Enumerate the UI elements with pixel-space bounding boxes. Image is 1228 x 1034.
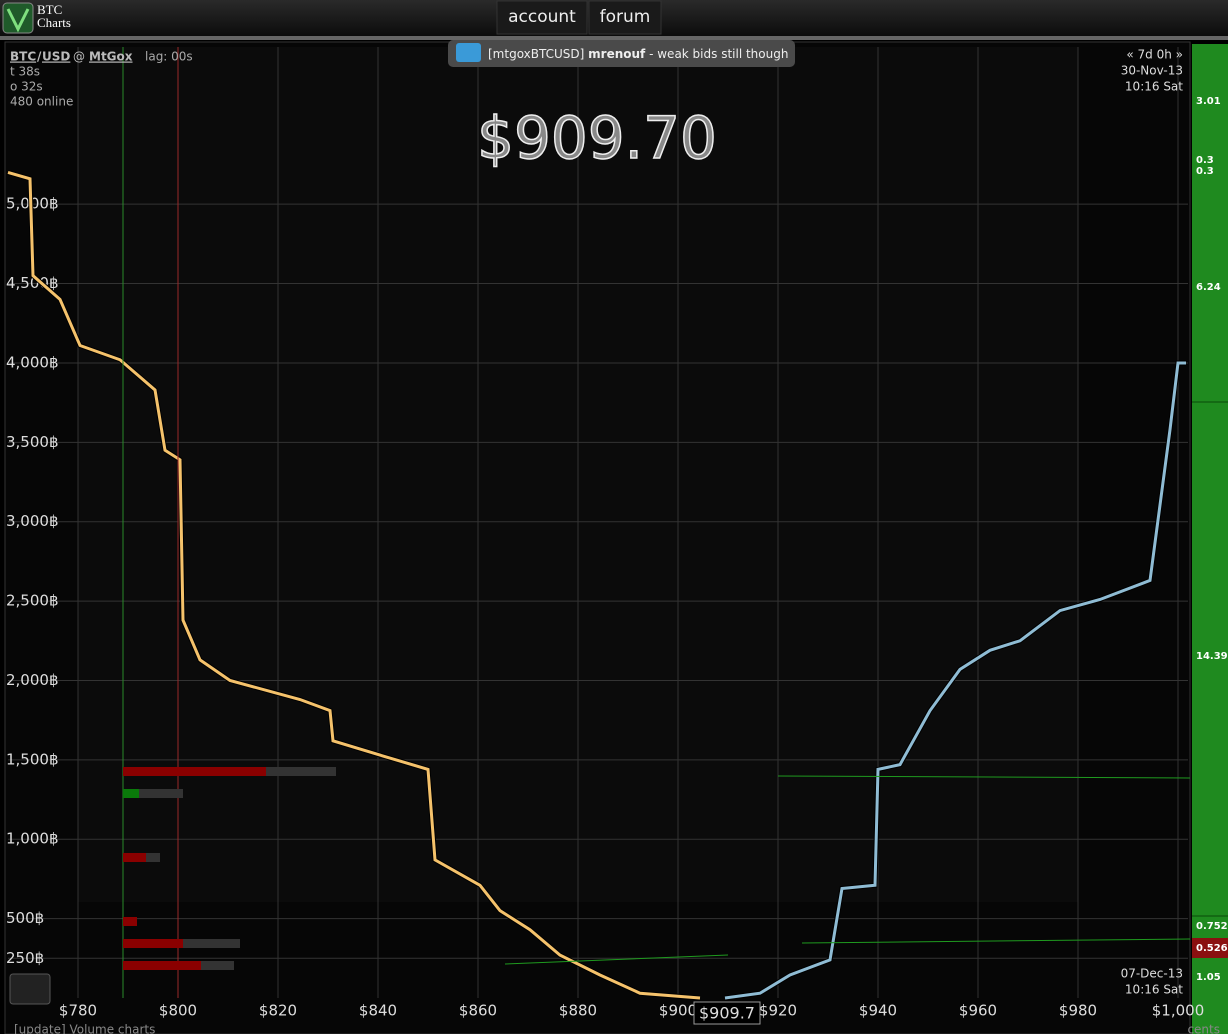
y-tick-label: 3,500฿ bbox=[6, 433, 59, 451]
sidebar-label: 0.526 bbox=[1196, 943, 1228, 954]
depth-line bbox=[724, 361, 1186, 1000]
order-line bbox=[504, 954, 729, 965]
range-time: 10:16 Sat bbox=[1125, 983, 1183, 997]
chat-icon[interactable] bbox=[456, 43, 481, 62]
volume-bars bbox=[123, 767, 1191, 970]
volume-bar bbox=[123, 961, 201, 970]
nav-button[interactable] bbox=[496, 0, 588, 35]
x-tick-label: $780 bbox=[59, 1002, 97, 1020]
footer-note: cents bbox=[1187, 1023, 1220, 1034]
y-tick-label: 4,000฿ bbox=[6, 353, 59, 371]
x-tick-label: $940 bbox=[859, 1002, 897, 1020]
last-price: $909.70 bbox=[477, 104, 717, 172]
x-tick-label: $880 bbox=[559, 1002, 597, 1020]
pair-slash: / bbox=[37, 50, 42, 64]
y-tick-label: 2,500฿ bbox=[6, 592, 59, 610]
sidebar-label: 0.3 bbox=[1196, 155, 1214, 166]
nav-link[interactable]: forum bbox=[600, 7, 651, 27]
x-tick-label: $1,000 bbox=[1152, 1002, 1205, 1020]
sidebar-red bbox=[1192, 938, 1228, 958]
y-tick-label: 1,500฿ bbox=[6, 750, 59, 768]
order-line bbox=[801, 938, 1191, 944]
volume-bar bbox=[123, 917, 137, 926]
x-tick-label: $960 bbox=[959, 1002, 997, 1020]
y-tick-label: 500฿ bbox=[6, 909, 44, 927]
x-tick-label: $820 bbox=[259, 1002, 297, 1020]
y-tick-label: 250฿ bbox=[6, 949, 44, 967]
update-link[interactable]: [update] Volume charts bbox=[14, 1023, 155, 1034]
range-date: 30-Nov-13 bbox=[1121, 64, 1183, 78]
chat-message: [mtgoxBTCUSD] mrenouf - weak bids still … bbox=[488, 47, 788, 61]
info-line: t 38s bbox=[10, 65, 40, 79]
depth-line bbox=[7, 170, 701, 1000]
logo-mark bbox=[6, 8, 30, 33]
volume-bar bbox=[123, 939, 183, 948]
header-rule bbox=[0, 36, 1228, 40]
y-tick-label: 2,000฿ bbox=[6, 671, 59, 689]
volume-bar bbox=[123, 789, 183, 798]
logo-text[interactable]: Charts bbox=[37, 15, 71, 30]
pair-base[interactable]: BTC bbox=[10, 50, 36, 64]
x-tick-label: $840 bbox=[359, 1002, 397, 1020]
info-line: o 32s bbox=[10, 80, 43, 94]
range-date: 07-Dec-13 bbox=[1121, 967, 1183, 981]
menu-button[interactable] bbox=[9, 973, 51, 1005]
pair-at: @ bbox=[73, 50, 85, 64]
sidebar-label: 14.39 bbox=[1196, 651, 1228, 662]
x-tick-label: $800 bbox=[159, 1002, 197, 1020]
price-marker-box bbox=[693, 1001, 761, 1025]
nav-link[interactable]: account bbox=[508, 7, 576, 27]
x-tick-label: $900 bbox=[659, 1002, 697, 1020]
volume-bar bbox=[123, 853, 146, 862]
nav-button[interactable] bbox=[588, 0, 662, 35]
logo-icon[interactable] bbox=[2, 2, 34, 34]
info-line: 480 online bbox=[10, 95, 73, 109]
price-marker: $909.7 bbox=[699, 1004, 755, 1023]
x-tick-label: $860 bbox=[459, 1002, 497, 1020]
chat-bubble[interactable] bbox=[448, 40, 795, 67]
range-time: 10:16 Sat bbox=[1125, 80, 1183, 94]
sidebar bbox=[1192, 44, 1228, 1034]
x-tick-label: $980 bbox=[1059, 1002, 1097, 1020]
y-tick-label: 1,000฿ bbox=[6, 830, 59, 848]
range-span[interactable]: « 7d 0h » bbox=[1126, 48, 1183, 62]
sidebar-label: 0.752 bbox=[1196, 921, 1228, 932]
volume-bar bbox=[123, 767, 266, 776]
exchange[interactable]: MtGox bbox=[89, 50, 133, 64]
y-tick-label: 3,000฿ bbox=[6, 512, 59, 530]
sidebar-label: 0.3 bbox=[1196, 166, 1214, 177]
sidebar-label: 3.01 bbox=[1196, 96, 1221, 107]
pair-quote[interactable]: USD bbox=[42, 50, 70, 64]
volume-bar bbox=[123, 789, 139, 798]
sidebar-label: 6.24 bbox=[1196, 282, 1221, 293]
logo-text[interactable]: BTC bbox=[37, 2, 62, 17]
x-tick-label: $920 bbox=[759, 1002, 797, 1020]
sidebar-label: 1.05 bbox=[1196, 972, 1221, 983]
order-line bbox=[777, 775, 1191, 779]
lag: lag: 00s bbox=[145, 50, 193, 64]
